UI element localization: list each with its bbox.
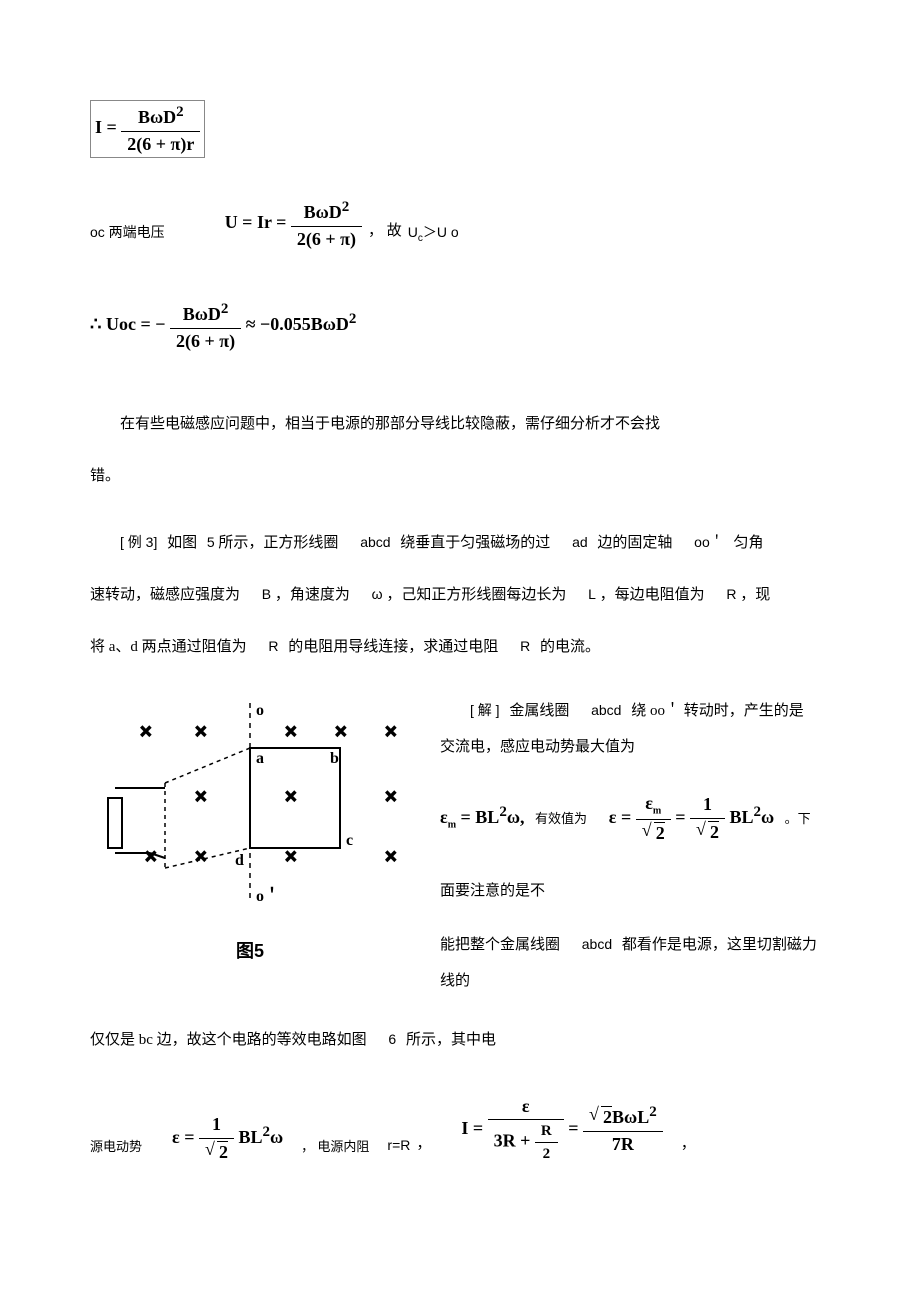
paragraph-hidden-source-end: 错。 [90, 455, 830, 497]
f2-lhs: U = Ir = [225, 212, 287, 232]
svg-text:o＇: o＇ [256, 886, 280, 905]
svg-text:×: × [385, 846, 397, 868]
example-3-line2: 速转动，磁感应强度为 B ，角速度为 ω ，己知正方形线圈每边长为 L ，每边电… [90, 574, 830, 616]
svg-text:×: × [195, 846, 207, 868]
figure-5: × × × × × × × × × × × × [90, 693, 410, 974]
svg-text:×: × [285, 786, 297, 808]
svg-text:b: b [330, 750, 339, 767]
f3-therefore: ∴ Uoc = − [90, 315, 165, 335]
svg-text:×: × [195, 721, 207, 743]
bottom-formula-row: 源电动势 ε = 1 2 BL2ω ， 电源内阻 r=R ， I = ε 3R … [90, 1096, 830, 1164]
figure-solution-row: × × × × × × × × × × × × [90, 693, 830, 999]
formula-3: ∴ Uoc = − BωD2 2(6 + π) ≈ −0.055BωD2 [90, 300, 830, 352]
formula-1: I = BωD2 2(6 + π)r [90, 100, 830, 158]
svg-text:d: d [235, 852, 244, 869]
svg-text:×: × [145, 846, 157, 868]
svg-text:×: × [285, 846, 297, 868]
formula-2-row: oc 两端电压 U = Ir = BωD2 2(6 + π) ， 故 Uc＞U … [90, 198, 830, 250]
f2-tail-cn: ， 故 [368, 213, 402, 251]
svg-text:c: c [346, 832, 353, 849]
f2-prefix: oc 两端电压 [90, 215, 165, 250]
svg-text:a: a [256, 750, 264, 767]
paragraph-hidden-source: 在有些电磁感应问题中，相当于电源的那部分导线比较隐蔽，需仔细分析才不会找 [90, 403, 830, 445]
solution-text: [ 解 ] 金属线圈 abcd 绕 oo＇ 转动时，产生的是 交流电，感应电动势… [440, 693, 830, 999]
svg-text:×: × [385, 721, 397, 743]
svg-text:×: × [385, 786, 397, 808]
after-figure-text: 仅仅是 bc 边，故这个电路的等效电路如图 6 所示，其中电 [90, 1019, 830, 1061]
svg-text:×: × [140, 721, 152, 743]
svg-text:o: o [256, 702, 264, 719]
svg-text:×: × [285, 721, 297, 743]
svg-text:×: × [335, 721, 347, 743]
f1-lhs: I = [95, 117, 117, 137]
f3-approx: ≈ −0.055BωD [246, 315, 349, 335]
figure-5-label: 图5 [90, 929, 410, 974]
example-3-line3: 将 a、d 两点通过阻值为 R 的电阻用导线连接，求通过电阻 R 的电流。 [90, 626, 830, 668]
svg-text:×: × [195, 786, 207, 808]
example-3: [ 例 3] 如图 5 所示，正方形线圈 abcd 绕垂直于匀强磁场的过 ad … [90, 522, 830, 564]
